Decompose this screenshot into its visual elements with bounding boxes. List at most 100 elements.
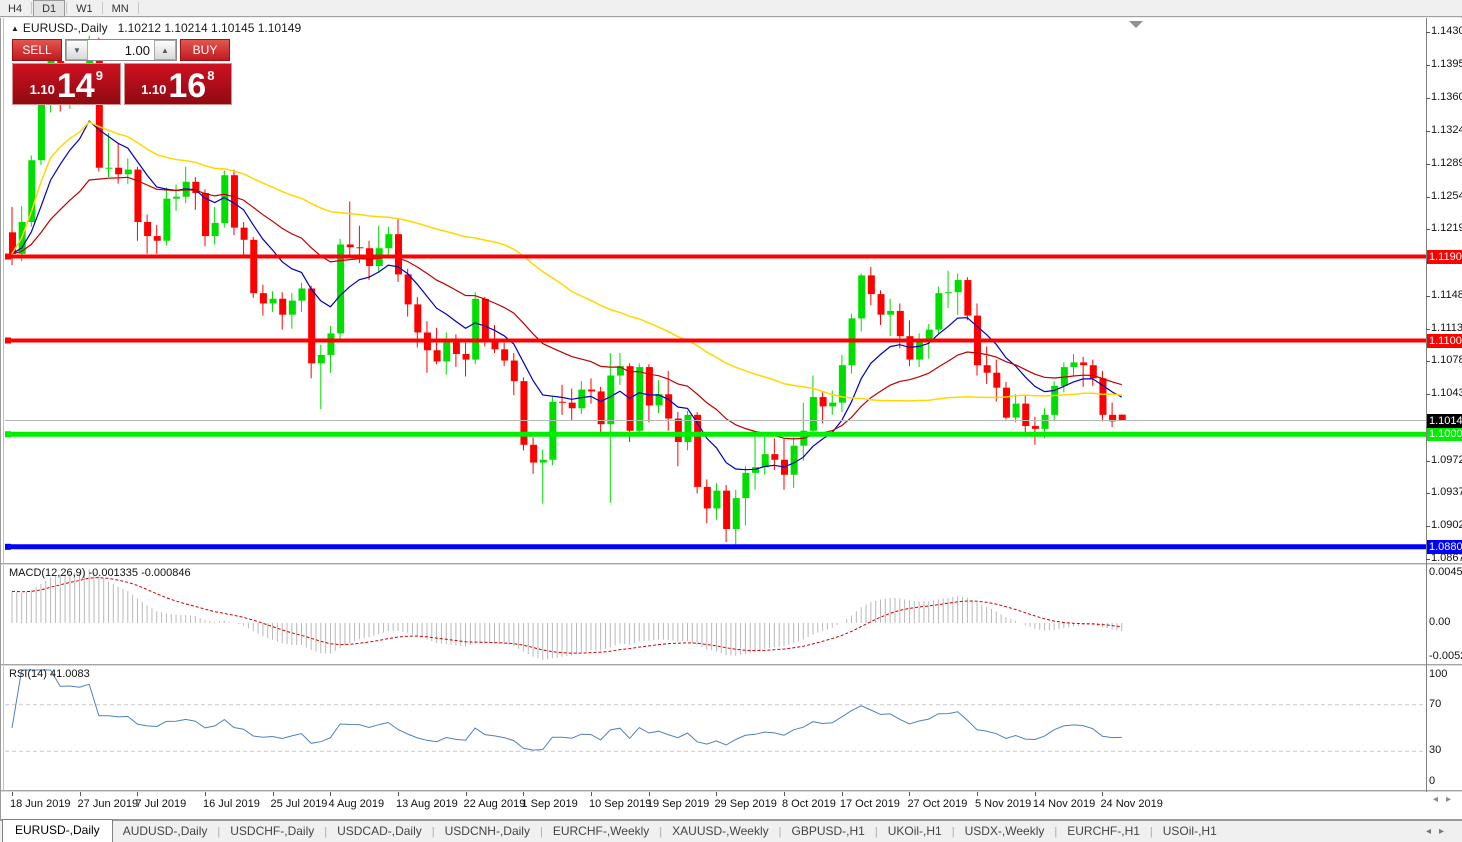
price-tick-mark [1426,32,1430,33]
date-tick-mark [977,792,978,796]
toolbar-separator [66,2,68,14]
toolbar-separator [31,2,33,14]
sell-price-panel[interactable]: 1.10 14 9 [12,63,121,105]
date-tick-mark [272,792,274,796]
sell-price-prefix: 1.10 [29,82,55,97]
tab-scroll-left-icon[interactable]: ◂ [1425,826,1439,837]
macd-axis-label: 0.004536 [1429,566,1462,578]
date-scroll-right-icon[interactable]: ▸ [1446,794,1460,805]
date-tick-mark [12,792,13,796]
buy-price-panel[interactable]: 1.10 16 8 [123,63,232,105]
date-label: 7 Jul 2019 [135,798,187,810]
macd-label: MACD(12,26,9) -0.001335 -0.000846 [9,567,191,579]
tab-separator: | [778,826,782,838]
timeframe-button-w1[interactable]: W1 [76,2,93,15]
window-left-edge [3,18,4,816]
sell-price-big: 14 [56,67,95,105]
hline-price-label: 1.08800 [1427,539,1462,554]
date-label: 17 Oct 2019 [839,798,900,810]
tab-separator: | [951,826,955,838]
date-label: 10 Sep 2019 [589,798,652,810]
pane-resize-separator[interactable] [1,664,1462,666]
one-click-trading-widget: SELL ▼ 1.00 ▲ BUY 1.10 14 9 1.10 [12,39,232,105]
rsi-axis-label: 0 [1429,775,1436,787]
date-axis[interactable]: ◂▸ 18 Jun 2019 27 Jun 2019 7 Jul 2019 16 Ju… [1,792,1462,818]
chart-title: ▲ EURUSD-,Daily 1.10212 1.10214 1.10145 1.… [11,21,301,35]
chart-tab-audusd-daily[interactable]: AUDUSD-,Daily [122,824,208,838]
timeframe-button-h4[interactable]: H4 [8,2,23,15]
date-label: 8 Oct 2019 [782,798,836,810]
price-tick-label: 1.13240 [1431,124,1462,137]
date-label: 16 Jul 2019 [203,798,260,810]
pane-resize-separator[interactable] [1,790,1462,792]
chart-tab-usoil-h1[interactable]: USOil-,H1 [1162,824,1217,838]
chart-tab-eurchf-h1[interactable]: EURCHF-,H1 [1067,824,1140,838]
pane-resize-separator[interactable] [1,563,1462,565]
date-label: 27 Jun 2019 [77,798,139,810]
chart-tab-gbpusd-h1[interactable]: GBPUSD-,H1 [791,824,865,838]
chart-ohlc-values: 1.10212 1.10214 1.10145 1.10149 [117,21,302,35]
price-tick-label: 1.11130 [1431,321,1462,334]
tab-scroll-right-icon[interactable]: ▸ [1438,826,1452,837]
macd-indicator-pane[interactable]: MACD(12,26,9) -0.001335 -0.000846 [5,565,1426,664]
price-tick-label: 1.10430 [1431,387,1462,400]
price-tick-mark [1426,526,1430,528]
chart-tab-usdx-weekly[interactable]: USDX-,Weekly [964,824,1045,838]
date-label: 19 Sep 2019 [646,798,710,810]
date-label: 22 Aug 2019 [463,798,526,810]
price-tick-label: 1.11480 [1431,288,1462,301]
rsi-canvas[interactable] [5,666,1426,790]
date-label: 14 Nov 2019 [1032,798,1096,810]
macd-canvas[interactable] [5,565,1426,664]
sell-button[interactable]: SELL [12,39,62,61]
date-tick-mark [648,792,650,796]
date-tick-mark [1102,792,1104,796]
date-tick-mark [465,792,467,796]
chart-tab-bar: EURUSD-,Daily AUDUSD-,Daily | USDCHF-,Daily… [0,819,1462,842]
collapse-arrow-icon[interactable]: ▲ [11,24,19,33]
volume-increase-button[interactable]: ▲ [154,40,176,60]
price-chart-pane[interactable]: ▲ EURUSD-,Daily 1.10212 1.10214 1.10145 1.… [5,18,1426,563]
chart-tab-ukoil-h1[interactable]: UKOil-,H1 [887,824,942,838]
date-tick-mark [591,792,592,796]
timeframe-toolbar: H4 D1 W1 MN [0,0,1462,17]
timeframe-button-d1[interactable]: D1 [33,0,66,16]
rsi-indicator-pane[interactable]: RSI(14) 41.0083 [5,666,1426,790]
buy-price-big: 16 [168,67,207,105]
date-tick-mark [205,792,206,796]
macd-axis-label: -0.005205 [1429,650,1462,662]
timeframe-button-mn[interactable]: MN [111,2,129,15]
chart-window[interactable]: ▲ EURUSD-,Daily 1.10212 1.10214 1.10145 1.… [0,18,1462,820]
buy-price-pip: 8 [207,68,215,83]
price-tick-mark [1426,295,1430,297]
chart-tab-usdchf-daily[interactable]: USDCHF-,Daily [230,824,315,838]
date-label: 25 Jul 2019 [270,798,328,810]
price-tick-label: 1.09020 [1431,519,1462,532]
chart-tab-eurchf-weekly[interactable]: EURCHF-,Weekly [552,824,650,838]
chart-tab-xauusd-weekly[interactable]: XAUUSD-,Weekly [672,824,769,838]
sell-price-pip: 9 [95,68,103,83]
date-tick-mark [784,792,785,796]
chart-tab-usdcnh-daily[interactable]: USDCNH-,Daily [444,824,530,838]
price-tick-mark [1426,361,1430,363]
date-label: 4 Aug 2019 [328,798,385,810]
chart-shift-marker-icon[interactable] [1129,21,1143,28]
price-tick-mark [1426,196,1430,198]
price-tick-label: 1.13950 [1431,57,1462,70]
price-axis-border [1426,18,1427,792]
price-tick-label: 1.14300 [1431,25,1462,37]
price-chart-canvas[interactable] [5,18,1426,563]
volume-decrease-button[interactable]: ▼ [66,40,88,60]
rsi-axis-label: 30 [1429,744,1442,757]
chart-tab-eurusd-daily[interactable]: EURUSD-,Daily [2,819,113,842]
date-scroll-left-icon[interactable]: ◂ [1433,794,1447,805]
volume-input[interactable]: 1.00 [88,40,154,60]
date-tick-mark [716,792,718,796]
tab-separator: | [1149,826,1153,838]
date-tick-mark [909,792,911,796]
rsi-axis-label: 100 [1429,668,1448,680]
chart-tab-usdcad-daily[interactable]: USDCAD-,Daily [337,824,422,838]
buy-button[interactable]: BUY [180,39,230,61]
